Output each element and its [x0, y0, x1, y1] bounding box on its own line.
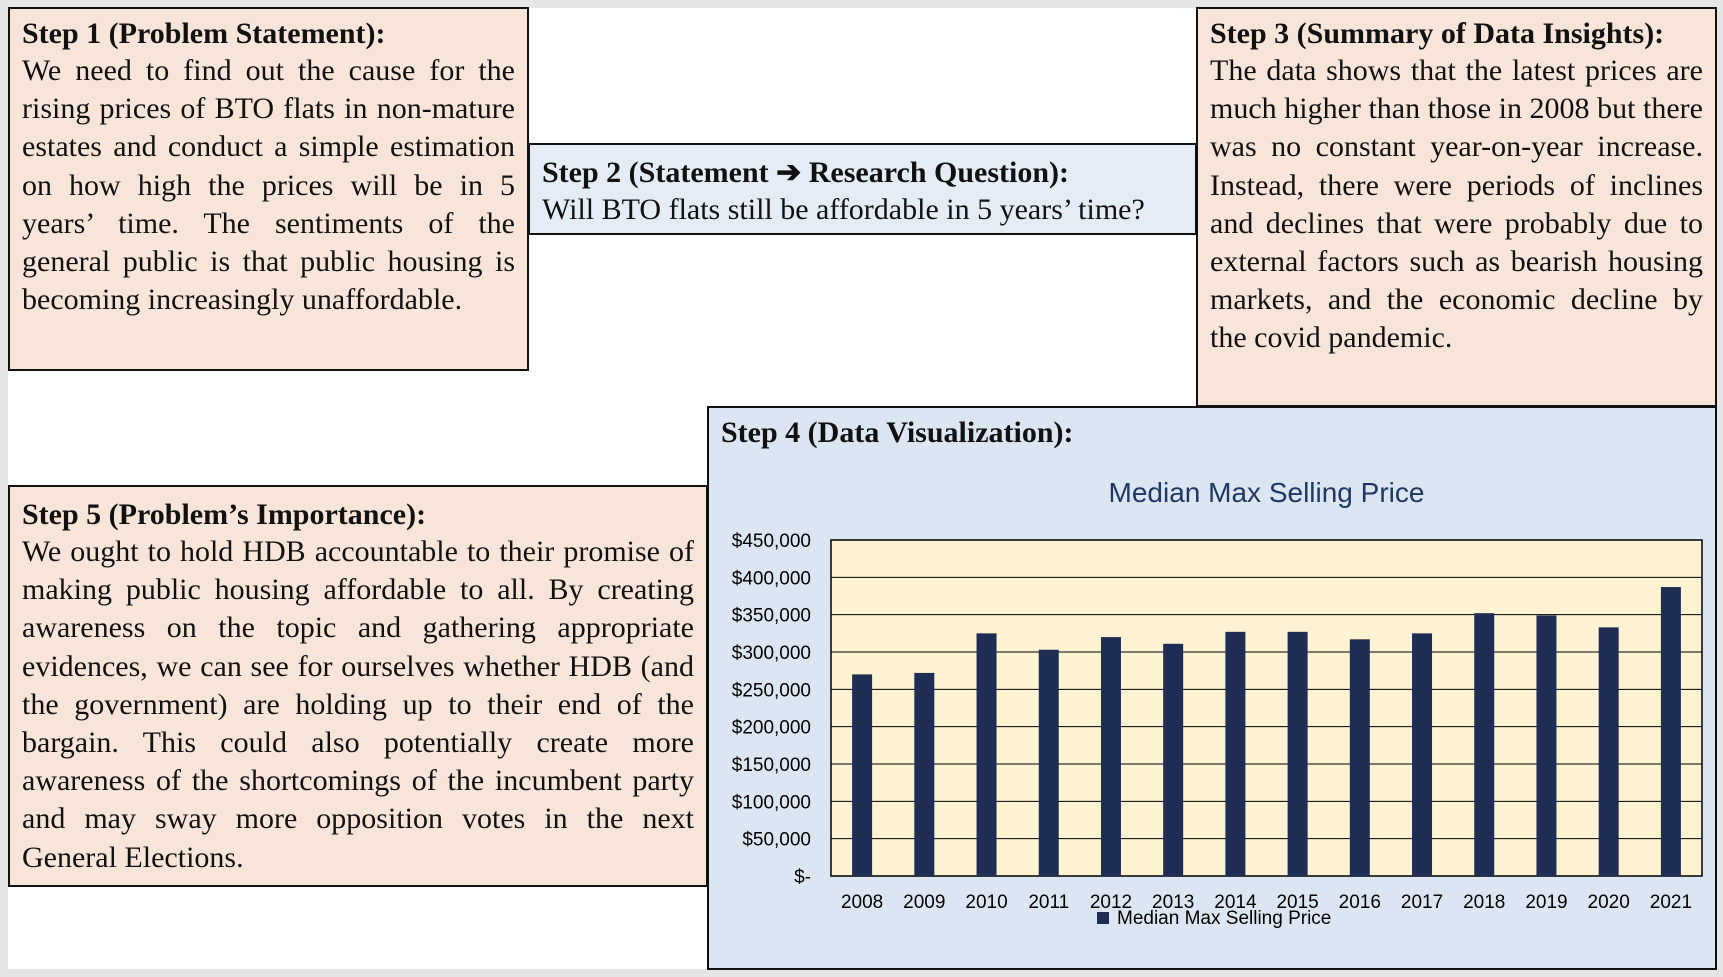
- y-tick-label: $400,000: [732, 568, 811, 589]
- bar: [1163, 643, 1184, 876]
- step3-box: Step 3 (Summary of Data Insights): The d…: [1196, 7, 1717, 407]
- y-tick-label: $300,000: [732, 643, 811, 664]
- frame-border-right: [1717, 0, 1723, 977]
- y-tick-label: $150,000: [732, 755, 811, 776]
- step4-title: Step 4 (Data Visualization):: [709, 408, 1715, 462]
- bar: [1474, 613, 1495, 876]
- bar: [1412, 633, 1433, 876]
- frame-border-left: [0, 0, 8, 977]
- step3-body: The data shows that the latest prices ar…: [1210, 54, 1703, 355]
- step3-title: Step 3 (Summary of Data Insights):: [1210, 17, 1665, 50]
- bar: [976, 633, 997, 876]
- frame-border-top: [0, 0, 1723, 8]
- bar: [852, 674, 873, 876]
- bar: [914, 672, 935, 876]
- x-tick-label: 2017: [1401, 892, 1443, 913]
- step2-body: Will BTO flats still be affordable in 5 …: [542, 193, 1145, 226]
- bar: [1349, 639, 1370, 876]
- step1-body: We need to find out the cause for the ri…: [22, 54, 515, 317]
- x-tick-label: 2014: [1214, 892, 1257, 913]
- bar: [1100, 637, 1121, 876]
- bar: [1598, 627, 1619, 876]
- step1-title: Step 1 (Problem Statement):: [22, 17, 386, 50]
- y-tick-label: $450,000: [732, 531, 811, 552]
- legend-swatch: [1097, 912, 1109, 924]
- x-tick-label: 2008: [841, 892, 883, 913]
- x-tick-label: 2012: [1090, 892, 1132, 913]
- step5-title: Step 5 (Problem’s Importance):: [22, 498, 427, 531]
- frame-border-bottom: [0, 969, 1723, 977]
- y-tick-label: $50,000: [742, 830, 811, 851]
- step5-body: We ought to hold HDB accountable to thei…: [22, 535, 694, 874]
- chart-area: Median Max Selling Price $- $50,000 $100,00…: [709, 458, 1715, 968]
- step1-box: Step 1 (Problem Statement): We need to f…: [8, 7, 529, 371]
- chart-title: Median Max Selling Price: [1109, 477, 1425, 508]
- bar: [1660, 587, 1681, 876]
- x-tick-label: 2011: [1028, 892, 1069, 913]
- bar: [1038, 649, 1059, 876]
- x-tick-label: 2016: [1339, 892, 1381, 913]
- step4-box: Step 4 (Data Visualization): Median Max …: [707, 406, 1717, 970]
- bar: [1225, 631, 1246, 876]
- y-tick-label: $250,000: [732, 680, 811, 701]
- x-tick-label: 2009: [903, 892, 945, 913]
- x-tick-label: 2019: [1525, 892, 1567, 913]
- y-tick-label: $200,000: [732, 718, 811, 739]
- x-tick-label: 2020: [1588, 892, 1630, 913]
- bar: [1536, 615, 1557, 876]
- plot-area: [830, 539, 1703, 877]
- step5-box: Step 5 (Problem’s Importance): We ought …: [8, 485, 708, 887]
- bar-chart: Median Max Selling Price $- $50,000 $100,00…: [732, 477, 1703, 929]
- step2-box: Step 2 (Statement ➔ Research Question): …: [528, 143, 1197, 235]
- y-tick-label: $-: [794, 867, 811, 888]
- x-tick-label: 2021: [1650, 892, 1692, 913]
- legend-label: Median Max Selling Price: [1117, 908, 1331, 929]
- y-tick-label: $100,000: [732, 792, 811, 813]
- x-tick-label: 2013: [1152, 892, 1194, 913]
- x-tick-label: 2010: [965, 892, 1007, 913]
- step2-title: Step 2 (Statement ➔ Research Question):: [542, 156, 1070, 189]
- bar: [1287, 631, 1308, 876]
- x-tick-label: 2018: [1463, 892, 1505, 913]
- y-tick-label: $350,000: [732, 606, 811, 627]
- x-tick-label: 2015: [1276, 892, 1318, 913]
